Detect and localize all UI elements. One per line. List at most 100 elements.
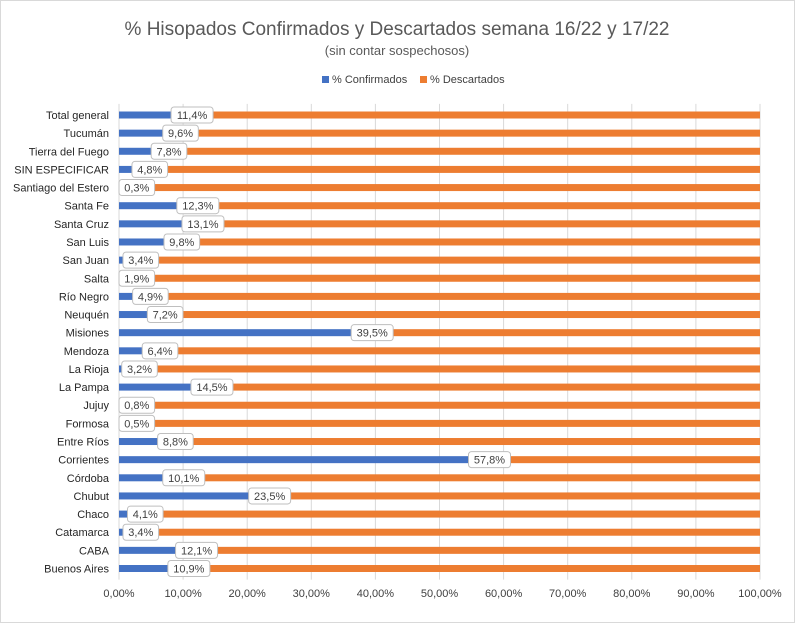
data-label-box bbox=[132, 287, 169, 305]
category-label: Salta bbox=[84, 273, 110, 285]
data-label-box bbox=[131, 160, 169, 178]
category-label: Total general bbox=[46, 110, 109, 122]
data-label-box bbox=[167, 560, 211, 577]
data-label-box bbox=[122, 251, 160, 269]
x-tick-label: 40,00% bbox=[357, 588, 395, 600]
bar-segment bbox=[119, 474, 184, 482]
bar-segment bbox=[119, 220, 203, 228]
bar-segment bbox=[124, 401, 761, 409]
bar-segment bbox=[119, 456, 490, 464]
bar-segment bbox=[131, 274, 760, 282]
category-label: Neuquén bbox=[64, 310, 109, 322]
x-tick-label: 30,00% bbox=[293, 588, 331, 600]
bar-segment bbox=[119, 383, 212, 391]
category-label: Córdoba bbox=[67, 473, 110, 485]
bar-segment bbox=[140, 256, 760, 264]
data-label: 39,5% bbox=[357, 328, 388, 340]
legend: % Confirmados % Descartados bbox=[322, 74, 505, 86]
bar-segment bbox=[150, 292, 760, 300]
data-label: 3,2% bbox=[127, 364, 152, 376]
bar-segment bbox=[119, 147, 169, 155]
data-label-box bbox=[162, 469, 206, 487]
data-label: 10,9% bbox=[173, 564, 204, 576]
bar-segment bbox=[149, 165, 760, 173]
bar-segment bbox=[269, 492, 760, 500]
category-labels: Total general Tucumán Tierra del Fuego SIN … bbox=[13, 110, 110, 576]
x-tick-label: 10,00% bbox=[164, 588, 202, 600]
bar-segment bbox=[183, 474, 761, 482]
category-label: La Pampa bbox=[59, 382, 110, 394]
data-label-box bbox=[118, 396, 156, 414]
bar-segment bbox=[119, 438, 176, 446]
data-label-box bbox=[146, 306, 184, 324]
category-label: Santiago del Estero bbox=[13, 183, 109, 195]
category-label: Buenos Aires bbox=[44, 564, 109, 576]
data-label-box bbox=[190, 378, 234, 396]
data-label: 13,1% bbox=[187, 219, 218, 231]
data-label: 57,8% bbox=[474, 455, 505, 467]
bar-segment bbox=[119, 311, 166, 319]
chart-title: % Hisopados Confirmados y Descartados se… bbox=[125, 19, 670, 40]
x-tick-label: 0,00% bbox=[103, 588, 134, 600]
data-label-box bbox=[121, 360, 158, 378]
data-label: 9,6% bbox=[168, 128, 193, 140]
bar-segment bbox=[489, 456, 760, 464]
legend-swatch bbox=[322, 76, 329, 83]
category-label: San Juan bbox=[63, 255, 109, 267]
data-label: 1,9% bbox=[124, 273, 149, 285]
data-label-box bbox=[170, 106, 214, 124]
bar-segment bbox=[145, 510, 760, 518]
data-label: 23,5% bbox=[254, 491, 285, 503]
x-tick-label: 60,00% bbox=[485, 588, 523, 600]
bar-segment bbox=[168, 147, 761, 155]
data-label: 6,4% bbox=[147, 346, 172, 358]
category-label: Misiones bbox=[66, 328, 110, 340]
bar-segment bbox=[181, 238, 760, 246]
data-label-box bbox=[118, 179, 156, 197]
data-label: 4,1% bbox=[133, 509, 158, 521]
category-label: Tucumán bbox=[64, 128, 109, 140]
data-label-box bbox=[181, 215, 225, 233]
data-label: 10,1% bbox=[168, 473, 199, 485]
bar-segment bbox=[180, 129, 760, 137]
data-label-box bbox=[162, 124, 199, 142]
bar-segment bbox=[165, 311, 761, 319]
bar-segment bbox=[119, 129, 181, 137]
x-tick-label: 50,00% bbox=[421, 588, 459, 600]
data-label-box bbox=[163, 233, 201, 251]
data-label: 8,8% bbox=[163, 437, 188, 449]
category-label: Mendoza bbox=[64, 346, 110, 358]
data-label-box bbox=[141, 342, 179, 360]
data-label: 7,8% bbox=[156, 146, 181, 158]
data-label: 0,5% bbox=[124, 418, 149, 430]
category-label: La Rioja bbox=[69, 364, 110, 376]
data-label-box bbox=[248, 487, 292, 505]
data-label: 9,8% bbox=[169, 237, 194, 249]
bar-segment bbox=[192, 111, 761, 119]
data-label-box bbox=[467, 451, 511, 469]
bar-segment bbox=[119, 347, 161, 355]
bar-segment bbox=[119, 492, 270, 500]
data-label-box bbox=[122, 523, 160, 541]
bar-segment bbox=[175, 438, 760, 446]
gridlines bbox=[118, 103, 761, 580]
category-label: Jujuy bbox=[83, 400, 109, 412]
data-label: 3,4% bbox=[128, 255, 153, 267]
category-label: SIN ESPECIFICAR bbox=[14, 164, 109, 176]
bar-segment bbox=[119, 202, 198, 210]
data-label: 0,3% bbox=[124, 183, 149, 195]
x-tick-label: 80,00% bbox=[613, 588, 651, 600]
category-label: San Luis bbox=[66, 237, 109, 249]
category-label: Formosa bbox=[66, 418, 110, 430]
data-label-box bbox=[157, 433, 194, 451]
bar-segment bbox=[119, 238, 182, 246]
category-label: Corrientes bbox=[58, 455, 109, 467]
bar-segment bbox=[196, 546, 760, 554]
data-label: 4,9% bbox=[138, 291, 163, 303]
data-label: 4,8% bbox=[137, 164, 162, 176]
category-label: CABA bbox=[79, 545, 110, 557]
bar-segment bbox=[119, 111, 193, 119]
chart-subtitle: (sin contar sospechosos) bbox=[325, 43, 470, 58]
bar-segment bbox=[119, 329, 373, 337]
category-label: Tierra del Fuego bbox=[29, 146, 109, 158]
